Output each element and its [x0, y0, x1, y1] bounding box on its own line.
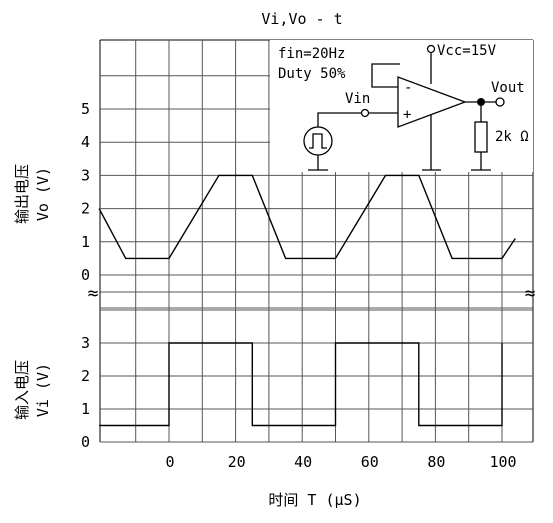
resistor-label: 2k Ω — [495, 129, 529, 145]
chart-title: Vi,Vo - t — [261, 10, 342, 28]
op-amp-triangle — [397, 76, 467, 128]
input-voltage-trace — [99, 342, 503, 427]
input-ylabel-line1: 输入电压 — [13, 360, 31, 420]
axis-break-left: ≈ — [88, 283, 99, 304]
input-y-tick-label: 3 — [81, 334, 90, 352]
output-y-tick-label: 0 — [81, 266, 90, 284]
vout-label: Vout — [491, 80, 525, 96]
op-amp-minus: - — [404, 80, 412, 96]
output-y-tick-label: 2 — [81, 200, 90, 218]
input-ylabel-line2: Vi (V) — [34, 363, 52, 417]
input-grid — [99, 292, 534, 443]
input-y-tick-label: 2 — [81, 367, 90, 385]
output-y-tick-label: 3 — [81, 166, 90, 184]
waveform-traces — [98, 174, 516, 427]
axis-break-right: ≈ — [525, 283, 536, 304]
circuit-schematic: fin=20Hz Duty 50% Vcc=15V - + Vin Vout 2… — [270, 40, 533, 172]
feedback-wire — [371, 63, 400, 88]
output-ylabel-line1: 输出电压 — [13, 164, 31, 224]
schematic-background — [270, 40, 533, 172]
x-tick-label: 60 — [361, 453, 379, 471]
pulse-source-symbol — [309, 133, 327, 149]
x-tick-label: 40 — [294, 453, 312, 471]
vin-label: Vin — [345, 91, 370, 107]
output-y-tick-label: 1 — [81, 233, 90, 251]
output-y-tick-label: 5 — [81, 100, 90, 118]
input-y-tick-label: 0 — [81, 433, 90, 451]
vout-terminal — [495, 97, 505, 107]
vin-terminal — [360, 108, 370, 118]
output-node — [477, 98, 485, 106]
input-y-tick-label: 1 — [81, 400, 90, 418]
x-tick-label: 20 — [228, 453, 246, 471]
freq-label: fin=20Hz — [278, 46, 345, 62]
output-voltage-trace — [98, 174, 516, 260]
input-y-ticks: 0 1 2 3 — [81, 334, 90, 451]
x-axis-label: 时间 T (μS) — [268, 491, 361, 509]
output-ylabel-line2: Vo (V) — [34, 167, 52, 221]
op-amp-plus: + — [403, 107, 411, 123]
x-ticks: 0 20 40 60 80 100 — [165, 453, 516, 471]
output-y-ticks: 0 1 2 3 4 5 — [81, 100, 90, 284]
x-tick-label: 80 — [427, 453, 445, 471]
duty-label: Duty 50% — [278, 66, 346, 82]
vcc-label: Vcc=15V — [437, 43, 497, 59]
output-y-tick-label: 4 — [81, 133, 90, 151]
x-tick-label: 0 — [165, 453, 174, 471]
source-wire — [317, 112, 361, 127]
x-tick-label: 100 — [489, 453, 516, 471]
